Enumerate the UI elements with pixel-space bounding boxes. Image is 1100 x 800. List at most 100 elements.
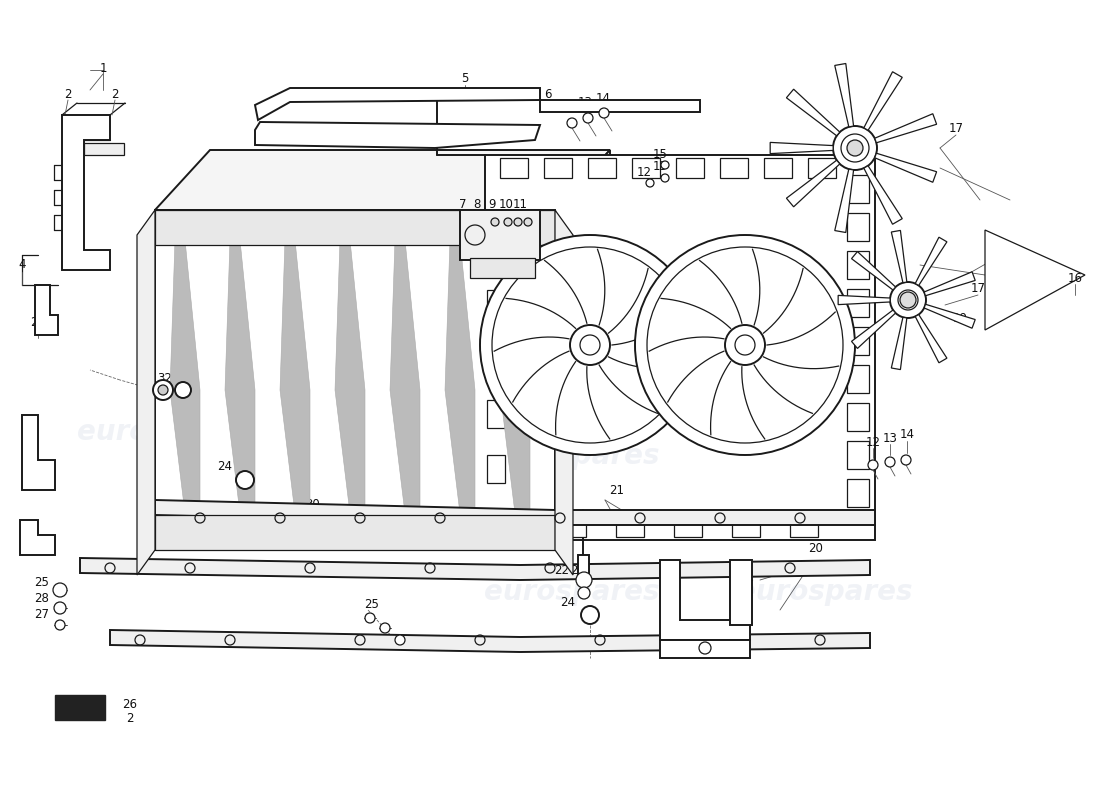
Text: 12: 12 bbox=[637, 166, 651, 178]
Bar bbox=[808, 158, 836, 178]
Text: eurospares: eurospares bbox=[77, 418, 253, 446]
Circle shape bbox=[661, 161, 669, 169]
Polygon shape bbox=[255, 122, 540, 148]
Text: 26: 26 bbox=[122, 698, 138, 711]
Text: 12: 12 bbox=[560, 102, 574, 114]
Bar bbox=[155, 210, 556, 245]
Text: 2: 2 bbox=[52, 315, 58, 329]
Text: 29: 29 bbox=[31, 315, 45, 329]
Bar bbox=[847, 479, 869, 507]
Circle shape bbox=[890, 282, 926, 318]
Circle shape bbox=[55, 620, 65, 630]
Text: 2: 2 bbox=[111, 87, 119, 101]
Polygon shape bbox=[110, 630, 870, 652]
Circle shape bbox=[566, 118, 578, 128]
Polygon shape bbox=[864, 72, 902, 130]
Polygon shape bbox=[62, 115, 110, 270]
Polygon shape bbox=[835, 63, 854, 127]
Polygon shape bbox=[226, 240, 255, 530]
Polygon shape bbox=[20, 520, 55, 555]
Text: 8: 8 bbox=[473, 198, 481, 210]
Polygon shape bbox=[838, 295, 890, 305]
Circle shape bbox=[379, 623, 390, 633]
Circle shape bbox=[900, 292, 916, 308]
Text: 24: 24 bbox=[218, 461, 232, 474]
Text: 10: 10 bbox=[498, 198, 514, 210]
Circle shape bbox=[480, 235, 700, 455]
Text: 11: 11 bbox=[513, 198, 528, 210]
Bar bbox=[847, 213, 869, 241]
Circle shape bbox=[635, 235, 855, 455]
Text: 20: 20 bbox=[808, 542, 824, 554]
Circle shape bbox=[514, 218, 522, 226]
Bar bbox=[485, 155, 874, 540]
Text: 9: 9 bbox=[488, 198, 496, 210]
Circle shape bbox=[365, 613, 375, 623]
Bar bbox=[500, 517, 528, 537]
Text: 6: 6 bbox=[544, 89, 552, 102]
Circle shape bbox=[175, 382, 191, 398]
Text: 13: 13 bbox=[652, 161, 668, 174]
Polygon shape bbox=[924, 272, 976, 296]
Polygon shape bbox=[280, 240, 310, 530]
Polygon shape bbox=[786, 160, 839, 207]
Bar bbox=[660, 640, 750, 658]
Bar bbox=[847, 251, 869, 279]
Circle shape bbox=[570, 325, 611, 365]
Text: 25: 25 bbox=[34, 577, 50, 590]
Text: 13: 13 bbox=[578, 97, 593, 110]
Polygon shape bbox=[540, 100, 700, 112]
Circle shape bbox=[395, 635, 405, 645]
Polygon shape bbox=[660, 560, 750, 640]
Circle shape bbox=[868, 460, 878, 470]
Circle shape bbox=[600, 108, 609, 118]
Bar bbox=[847, 289, 869, 317]
Bar bbox=[847, 327, 869, 355]
Text: 30: 30 bbox=[306, 498, 320, 510]
Text: eurospares: eurospares bbox=[484, 442, 660, 470]
Bar bbox=[500, 158, 528, 178]
Polygon shape bbox=[851, 310, 895, 349]
Circle shape bbox=[524, 218, 532, 226]
Bar bbox=[487, 455, 505, 483]
Polygon shape bbox=[22, 415, 55, 490]
Text: 16: 16 bbox=[1067, 271, 1082, 285]
Polygon shape bbox=[891, 318, 906, 370]
Text: 24: 24 bbox=[561, 597, 575, 610]
Polygon shape bbox=[255, 88, 540, 120]
Circle shape bbox=[236, 471, 254, 489]
Text: 14: 14 bbox=[900, 429, 914, 442]
Polygon shape bbox=[500, 240, 530, 530]
Text: 28: 28 bbox=[34, 591, 50, 605]
Circle shape bbox=[833, 126, 877, 170]
Bar bbox=[558, 517, 586, 537]
Polygon shape bbox=[35, 285, 58, 335]
Circle shape bbox=[886, 457, 895, 467]
Bar bbox=[588, 158, 616, 178]
Polygon shape bbox=[556, 210, 573, 575]
Polygon shape bbox=[891, 230, 906, 282]
Bar bbox=[470, 258, 535, 278]
Polygon shape bbox=[170, 240, 200, 530]
Circle shape bbox=[54, 602, 66, 614]
Bar bbox=[544, 158, 572, 178]
Polygon shape bbox=[984, 230, 1085, 330]
Circle shape bbox=[578, 587, 590, 599]
Circle shape bbox=[847, 140, 864, 156]
Polygon shape bbox=[80, 558, 870, 580]
Bar bbox=[764, 158, 792, 178]
Polygon shape bbox=[155, 150, 610, 210]
Circle shape bbox=[901, 455, 911, 465]
Polygon shape bbox=[915, 314, 947, 362]
Bar bbox=[847, 175, 869, 203]
Bar bbox=[730, 560, 752, 625]
Text: 2: 2 bbox=[64, 87, 72, 101]
Circle shape bbox=[661, 174, 669, 182]
Polygon shape bbox=[390, 240, 420, 530]
Text: 4: 4 bbox=[19, 258, 25, 271]
Polygon shape bbox=[556, 150, 610, 550]
Polygon shape bbox=[915, 238, 947, 286]
Polygon shape bbox=[874, 114, 936, 142]
Polygon shape bbox=[770, 142, 833, 154]
Text: 13: 13 bbox=[882, 431, 898, 445]
